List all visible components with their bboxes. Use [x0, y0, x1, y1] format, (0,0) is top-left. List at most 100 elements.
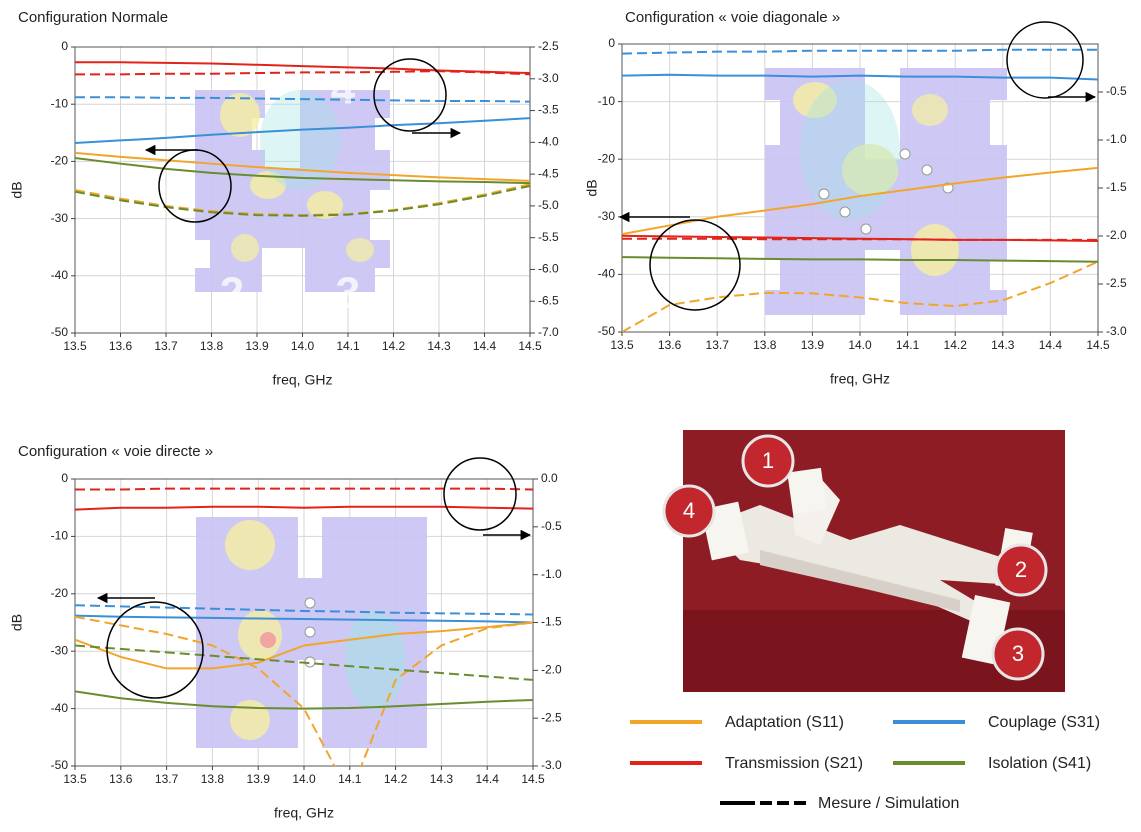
x-tick-label: 14.0	[848, 338, 872, 352]
measured-line	[622, 73, 1098, 81]
y-tick-label: -10	[51, 529, 69, 543]
x-tick-label: 13.5	[610, 338, 634, 352]
x-tick-label: 13.6	[109, 772, 133, 786]
field-map	[195, 90, 390, 292]
y2-tick-label: -1.0	[1106, 132, 1127, 146]
x-tick-label: 13.8	[200, 339, 224, 353]
x-tick-label: 14.2	[384, 772, 408, 786]
simulated-line	[75, 185, 530, 217]
series-group	[75, 61, 530, 217]
y-tick-label: -40	[51, 701, 69, 715]
port-label: 1	[762, 448, 774, 473]
measured-line	[75, 505, 533, 511]
y-tick-label: -50	[598, 324, 616, 338]
data-layer: Configuration Normale 13.5 13.6 13.7 13.8 13.…	[9, 9, 1127, 821]
y2-tick-label: -1.5	[541, 615, 562, 629]
measured-line	[75, 614, 533, 624]
y-axis-label: dB	[9, 181, 25, 198]
x-tick-label: 13.9	[245, 339, 269, 353]
y-tick-label: -50	[51, 758, 69, 772]
legend: Mesure / Simulation Adaptation (S11) Coup…	[630, 714, 1100, 812]
x-tick-label: 14.4	[1039, 338, 1063, 352]
x-tick-label: 14.2	[382, 339, 406, 353]
y2-tick-label: -5.5	[538, 230, 559, 244]
x-tick-label: 13.9	[247, 772, 271, 786]
y2-tick-label: -2.5	[1106, 276, 1127, 290]
x-tick-label: 14.4	[476, 772, 500, 786]
y-tick-label: -20	[598, 151, 616, 165]
x-tick-label: 13.6	[109, 339, 133, 353]
y2-tick-label: -3.0	[541, 758, 562, 772]
measured-line	[75, 690, 533, 710]
simulated-line	[75, 96, 530, 103]
series-group	[622, 48, 1098, 332]
legend-label: Adaptation (S11)	[725, 714, 844, 731]
simulated-line	[622, 237, 1098, 241]
x-axis-label: freq, GHz	[273, 372, 333, 388]
legend-label: Isolation (S41)	[988, 755, 1091, 772]
y-tick-label: -50	[51, 325, 69, 339]
legend-style-label: Mesure / Simulation	[818, 795, 959, 812]
x-tick-label: 14.1	[896, 338, 920, 352]
x-tick-label: 13.8	[201, 772, 225, 786]
measured-line	[75, 151, 530, 182]
y-tick-label: -30	[598, 209, 616, 223]
x-tick-label: 14.5	[521, 772, 545, 786]
y2-tick-label: -2.0	[541, 663, 562, 677]
y2-tick-label: -5.0	[538, 198, 559, 212]
series-group	[75, 487, 533, 766]
measured-line	[75, 117, 530, 144]
x-tick-label: 13.7	[155, 772, 179, 786]
x-tick-label: 14.4	[473, 339, 497, 353]
y2-tick-label: -0.5	[541, 519, 562, 533]
x-tick-label: 13.8	[753, 338, 777, 352]
y2-tick-label: -1.0	[541, 567, 562, 581]
y-tick-label: -10	[51, 96, 69, 110]
simulated-line	[75, 70, 530, 76]
chart-title: Configuration « voie diagonale »	[625, 9, 840, 26]
x-tick-label: 14.1	[336, 339, 360, 353]
x-tick-label: 13.5	[63, 772, 87, 786]
y2-tick-label: -2.5	[538, 39, 559, 53]
y2-tick-label: -3.0	[538, 71, 559, 85]
chart-title: Configuration Normale	[18, 9, 168, 26]
y-tick-label: -30	[51, 643, 69, 657]
y-tick-label: 0	[61, 471, 68, 485]
y-tick-label: -30	[51, 211, 69, 225]
x-tick-label: 14.0	[292, 772, 316, 786]
x-axis-label: freq, GHz	[830, 371, 890, 387]
y-tick-label: -20	[51, 586, 69, 600]
x-tick-label: 13.5	[63, 339, 87, 353]
field-map	[196, 517, 427, 748]
y2-tick-label: -0.5	[1106, 84, 1127, 98]
port-label: 4	[683, 498, 695, 523]
simulated-line	[622, 48, 1098, 55]
legend-label: Transmission (S21)	[725, 755, 863, 772]
simulated-line	[622, 260, 1098, 332]
simulated-line	[75, 604, 533, 616]
x-tick-label: 13.6	[658, 338, 682, 352]
y2-tick-label: -2.5	[541, 710, 562, 724]
x-tick-label: 14.3	[991, 338, 1015, 352]
x-tick-label: 14.1	[338, 772, 362, 786]
x-tick-label: 14.3	[427, 339, 451, 353]
x-axis-label: freq, GHz	[274, 805, 334, 821]
axis-indicator	[96, 21, 1097, 699]
field-map	[765, 68, 1007, 315]
annotation: 4	[331, 65, 356, 114]
y2-tick-label: -3.5	[538, 103, 559, 117]
y2-tick-label: -2.0	[1106, 228, 1127, 242]
y-tick-label: -40	[598, 267, 616, 281]
x-tick-label: 13.9	[801, 338, 825, 352]
y2-tick-label: -4.0	[538, 135, 559, 149]
y2-tick-label: 0.0	[541, 471, 558, 485]
y2-tick-label: -6.5	[538, 293, 559, 307]
y-axis-label: dB	[9, 614, 25, 631]
legend-label: Couplage (S31)	[988, 714, 1100, 731]
y2-tick-label: -6.0	[538, 262, 559, 276]
y-tick-label: -10	[598, 94, 616, 108]
x-tick-label: 14.3	[430, 772, 454, 786]
y2-tick-label: -4.5	[538, 166, 559, 180]
port-label: 2	[1015, 557, 1027, 582]
